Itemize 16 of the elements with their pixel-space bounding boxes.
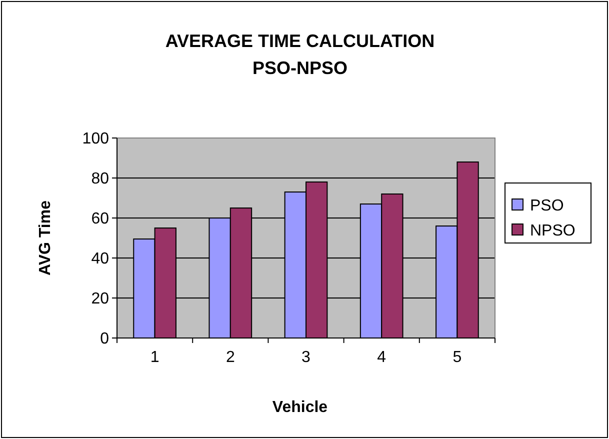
x-tick-label: 3 xyxy=(302,349,311,366)
x-tick-label: 2 xyxy=(226,349,235,366)
x-tick-label: 5 xyxy=(452,349,462,366)
x-axis-title: Vehicle xyxy=(272,399,328,416)
y-tick-label: 80 xyxy=(91,170,110,188)
y-tick-label: 100 xyxy=(82,130,110,148)
y-tick-label: 60 xyxy=(91,210,110,228)
chart-title: AVERAGE TIME CALCULATION PSO-NPSO xyxy=(165,31,435,78)
y-tick-label: 40 xyxy=(91,250,110,268)
y-axis-title: AVG Time xyxy=(37,200,54,276)
legend-label: NPSO xyxy=(530,222,576,240)
y-tick-label: 0 xyxy=(100,330,110,348)
y-tick-label: 20 xyxy=(91,290,110,308)
legend-label: PSO xyxy=(530,198,564,215)
x-tick-label: 1 xyxy=(150,349,160,366)
x-tick-label: 4 xyxy=(377,349,386,366)
